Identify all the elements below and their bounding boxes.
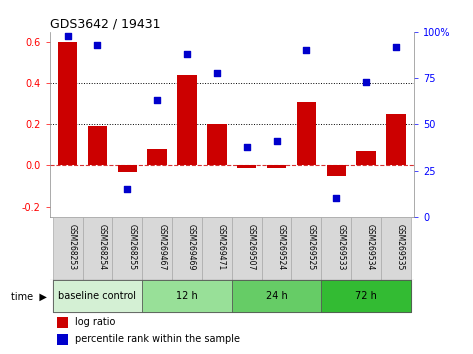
Bar: [148, 149, 167, 165]
FancyBboxPatch shape: [321, 280, 411, 312]
FancyBboxPatch shape: [262, 217, 291, 280]
Point: [243, 144, 251, 149]
Bar: [207, 124, 227, 165]
Bar: [88, 126, 107, 165]
Point: [123, 186, 131, 192]
Point: [333, 195, 340, 201]
Text: GSM269467: GSM269467: [157, 224, 166, 271]
FancyBboxPatch shape: [291, 217, 321, 280]
Text: GSM268255: GSM268255: [127, 224, 136, 270]
Text: GSM268254: GSM268254: [97, 224, 106, 270]
Point: [362, 79, 370, 85]
FancyBboxPatch shape: [202, 217, 232, 280]
FancyBboxPatch shape: [142, 280, 232, 312]
Text: GSM268253: GSM268253: [68, 224, 77, 270]
Text: log ratio: log ratio: [75, 317, 115, 327]
Text: GSM269471: GSM269471: [217, 224, 226, 271]
Bar: [57, 334, 68, 345]
Text: GSM269535: GSM269535: [396, 224, 405, 271]
Bar: [118, 165, 137, 172]
FancyBboxPatch shape: [381, 217, 411, 280]
Point: [392, 44, 400, 50]
Text: 24 h: 24 h: [266, 291, 288, 301]
FancyBboxPatch shape: [53, 217, 82, 280]
Point: [153, 97, 161, 103]
Bar: [357, 151, 376, 165]
FancyBboxPatch shape: [142, 217, 172, 280]
Bar: [386, 114, 406, 165]
Point: [94, 42, 101, 48]
Text: 12 h: 12 h: [176, 291, 198, 301]
Point: [64, 33, 71, 38]
Bar: [57, 317, 68, 328]
Text: percentile rank within the sample: percentile rank within the sample: [75, 334, 240, 344]
Point: [273, 138, 280, 144]
FancyBboxPatch shape: [113, 217, 142, 280]
Bar: [326, 165, 346, 176]
Text: GSM269533: GSM269533: [336, 224, 345, 271]
Text: GSM269525: GSM269525: [307, 224, 315, 271]
Bar: [297, 102, 316, 165]
Text: GSM269534: GSM269534: [366, 224, 375, 271]
Point: [303, 47, 310, 53]
Text: 72 h: 72 h: [355, 291, 377, 301]
Text: baseline control: baseline control: [59, 291, 136, 301]
FancyBboxPatch shape: [82, 217, 113, 280]
Text: GSM269524: GSM269524: [277, 224, 286, 271]
Point: [213, 70, 220, 75]
Text: GSM269507: GSM269507: [247, 224, 256, 271]
Bar: [237, 165, 256, 167]
FancyBboxPatch shape: [53, 280, 142, 312]
FancyBboxPatch shape: [232, 217, 262, 280]
Text: GSM269469: GSM269469: [187, 224, 196, 271]
Bar: [177, 75, 197, 165]
FancyBboxPatch shape: [321, 217, 351, 280]
Bar: [267, 165, 286, 167]
Bar: [58, 42, 77, 165]
FancyBboxPatch shape: [351, 217, 381, 280]
Text: GDS3642 / 19431: GDS3642 / 19431: [50, 18, 160, 31]
FancyBboxPatch shape: [232, 280, 321, 312]
Point: [183, 51, 191, 57]
Text: time  ▶: time ▶: [11, 291, 47, 301]
FancyBboxPatch shape: [172, 217, 202, 280]
